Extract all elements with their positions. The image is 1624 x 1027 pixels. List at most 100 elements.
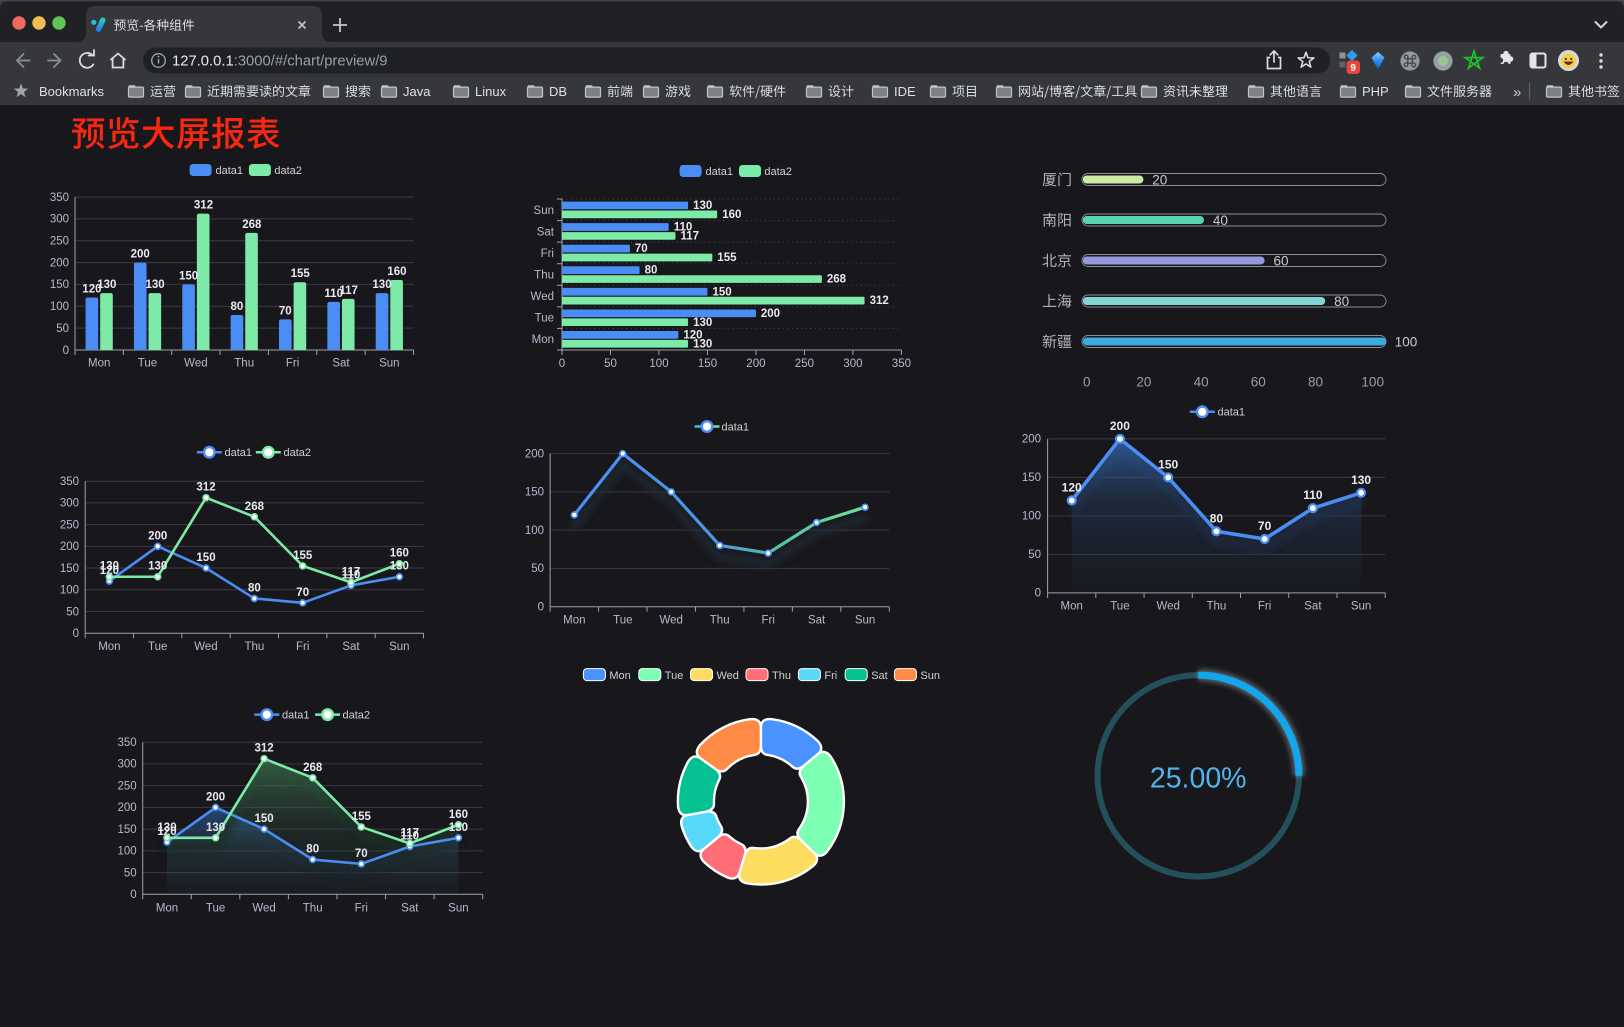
svg-text:155: 155	[291, 268, 311, 280]
svg-text:Sun: Sun	[389, 641, 409, 653]
svg-text:110: 110	[1303, 488, 1323, 502]
svg-text:300: 300	[60, 498, 79, 510]
svg-text:80: 80	[1334, 294, 1349, 309]
svg-text:Tue: Tue	[613, 614, 632, 626]
svg-text:100: 100	[118, 846, 137, 858]
svg-text:data1: data1	[1218, 407, 1246, 419]
svg-text:Sun: Sun	[534, 205, 554, 217]
svg-text:Thu: Thu	[534, 270, 554, 282]
svg-text:data2: data2	[274, 165, 302, 177]
svg-text:Sat: Sat	[808, 614, 826, 626]
svg-text:268: 268	[245, 501, 265, 513]
svg-text:50: 50	[56, 323, 69, 335]
svg-text:Mon: Mon	[609, 670, 630, 682]
svg-text:Wed: Wed	[1156, 600, 1179, 612]
svg-text:110: 110	[342, 569, 361, 581]
svg-text:350: 350	[50, 192, 69, 204]
svg-text:300: 300	[843, 358, 862, 370]
svg-text:data1: data1	[722, 421, 750, 433]
svg-text:200: 200	[131, 249, 150, 261]
svg-text:150: 150	[1158, 457, 1178, 471]
svg-text:data2: data2	[343, 709, 371, 721]
svg-text:50: 50	[531, 563, 544, 575]
svg-text:50: 50	[1028, 549, 1041, 561]
svg-text:40: 40	[1213, 213, 1228, 228]
svg-text:80: 80	[1308, 374, 1323, 389]
svg-text:268: 268	[827, 274, 847, 286]
svg-text:200: 200	[1022, 434, 1041, 446]
svg-text:200: 200	[525, 448, 544, 460]
svg-text:200: 200	[148, 530, 167, 542]
svg-text:0: 0	[559, 358, 565, 370]
svg-text:Java: Java	[403, 84, 431, 99]
svg-text:Wed: Wed	[252, 902, 275, 914]
svg-text:Tue: Tue	[206, 902, 225, 914]
svg-text:80: 80	[231, 301, 244, 313]
svg-text:0: 0	[130, 889, 136, 901]
svg-text:0: 0	[63, 345, 69, 357]
svg-text:Sun: Sun	[855, 614, 875, 626]
svg-text:300: 300	[118, 759, 137, 771]
svg-text:70: 70	[1258, 519, 1272, 533]
svg-text:40: 40	[1194, 374, 1209, 389]
svg-text:250: 250	[50, 236, 69, 248]
svg-text:Tue: Tue	[535, 313, 554, 325]
svg-text:70: 70	[296, 587, 309, 599]
svg-text:150: 150	[196, 552, 215, 564]
svg-text:200: 200	[746, 358, 765, 370]
svg-text:100: 100	[60, 585, 79, 597]
svg-text:130: 130	[693, 200, 712, 212]
svg-text:100: 100	[1395, 334, 1418, 349]
svg-text:data1: data1	[282, 709, 310, 721]
svg-text:0: 0	[538, 602, 544, 614]
svg-text:Thu: Thu	[772, 670, 791, 682]
svg-text:80: 80	[248, 583, 261, 595]
svg-text:117: 117	[681, 231, 700, 243]
svg-text:60: 60	[1251, 374, 1266, 389]
svg-text:130: 130	[100, 561, 119, 573]
svg-text:100: 100	[649, 358, 668, 370]
svg-text:Sun: Sun	[1351, 600, 1371, 612]
svg-text:120: 120	[157, 826, 176, 838]
svg-text:130: 130	[206, 822, 225, 834]
svg-text:150: 150	[1022, 472, 1041, 484]
svg-text:Bookmarks: Bookmarks	[39, 84, 105, 99]
svg-text:130: 130	[148, 561, 167, 573]
svg-text:0: 0	[1035, 588, 1041, 600]
svg-text:150: 150	[179, 270, 198, 282]
svg-text:130: 130	[97, 279, 116, 291]
svg-text:Wed: Wed	[194, 641, 217, 653]
svg-text:100: 100	[50, 301, 69, 313]
svg-text:117: 117	[339, 285, 358, 297]
svg-text:127.0.0.1:3000/#/chart/preview: 127.0.0.1:3000/#/chart/preview/9	[172, 53, 388, 69]
svg-text:110: 110	[674, 222, 693, 234]
svg-text:Fri: Fri	[355, 902, 368, 914]
svg-text:Sun: Sun	[448, 902, 468, 914]
svg-text:Fri: Fri	[1258, 600, 1271, 612]
svg-text:Sun: Sun	[920, 670, 940, 682]
svg-text:Linux: Linux	[475, 84, 507, 99]
svg-text:80: 80	[306, 844, 319, 856]
svg-text:120: 120	[1062, 481, 1082, 495]
svg-text:350: 350	[892, 358, 911, 370]
svg-text:Fri: Fri	[541, 248, 554, 260]
svg-text:130: 130	[1351, 473, 1371, 487]
svg-text:150: 150	[525, 487, 544, 499]
svg-text:150: 150	[713, 286, 732, 298]
svg-text:120: 120	[100, 565, 119, 577]
svg-text:250: 250	[795, 358, 814, 370]
svg-text:Sat: Sat	[537, 226, 555, 238]
svg-text:Mon: Mon	[156, 902, 178, 914]
svg-text:80: 80	[645, 265, 658, 277]
svg-text:data1: data1	[225, 447, 253, 459]
svg-text:312: 312	[255, 743, 274, 755]
svg-text:155: 155	[352, 811, 372, 823]
svg-text:155: 155	[293, 550, 313, 562]
svg-text:0: 0	[1083, 374, 1091, 389]
svg-text:312: 312	[870, 295, 889, 307]
svg-text:130: 130	[146, 279, 165, 291]
svg-text:155: 155	[717, 252, 737, 264]
svg-text:200: 200	[50, 257, 69, 269]
svg-text:Sat: Sat	[871, 670, 888, 682]
svg-text:Tue: Tue	[138, 358, 157, 370]
